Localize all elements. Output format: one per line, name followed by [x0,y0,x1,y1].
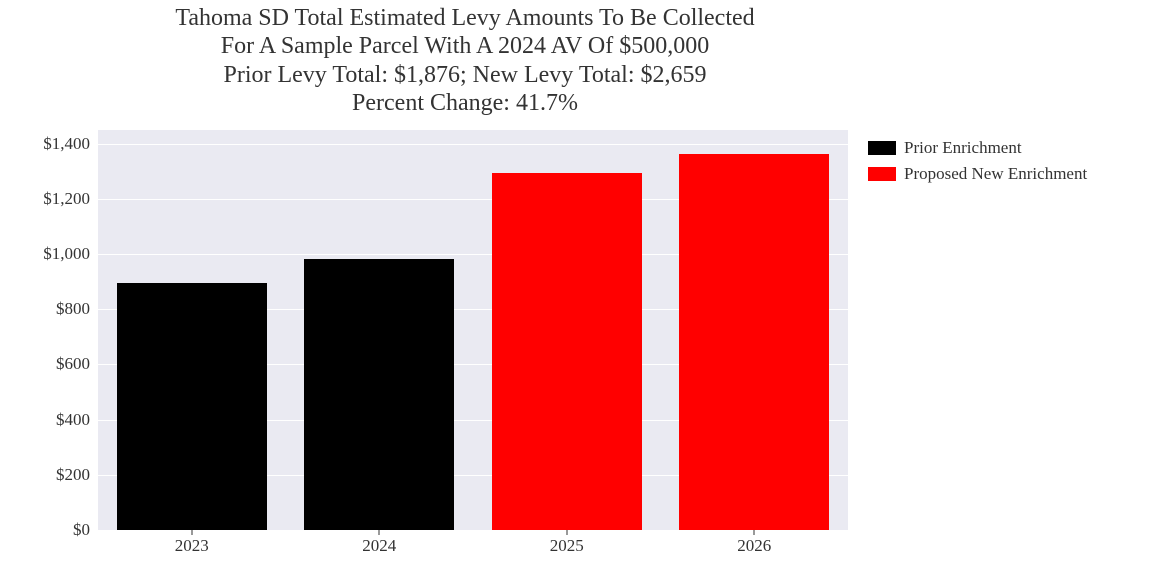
x-tick-mark [379,530,380,535]
y-tick-label: $800 [56,299,90,319]
x-tick-label: 2024 [362,536,396,556]
title-line-3: Prior Levy Total: $1,876; New Levy Total… [60,61,870,89]
x-tick-label: 2023 [175,536,209,556]
legend: Prior Enrichment Proposed New Enrichment [868,138,1087,190]
grid-line [98,144,848,145]
bar [492,173,642,530]
bar [117,283,267,530]
legend-label: Proposed New Enrichment [904,164,1087,184]
y-tick-label: $200 [56,465,90,485]
bar [304,259,454,530]
y-tick-label: $1,200 [43,189,90,209]
title-line-1: Tahoma SD Total Estimated Levy Amounts T… [60,4,870,32]
title-line-2: For A Sample Parcel With A 2024 AV Of $5… [60,32,870,60]
y-tick-label: $0 [73,520,90,540]
x-tick-label: 2025 [550,536,584,556]
bar [679,154,829,530]
legend-label: Prior Enrichment [904,138,1022,158]
legend-item: Prior Enrichment [868,138,1087,158]
legend-swatch [868,141,896,155]
x-tick-label: 2026 [737,536,771,556]
y-tick-label: $1,400 [43,134,90,154]
y-tick-label: $1,000 [43,244,90,264]
legend-swatch [868,167,896,181]
levy-bar-chart: Tahoma SD Total Estimated Levy Amounts T… [20,0,1120,576]
y-tick-label: $600 [56,354,90,374]
y-tick-label: $400 [56,410,90,430]
x-tick-mark [191,530,192,535]
x-tick-mark [754,530,755,535]
chart-title: Tahoma SD Total Estimated Levy Amounts T… [60,0,870,117]
x-tick-mark [566,530,567,535]
plot-area: $0$200$400$600$800$1,000$1,200$1,4002023… [98,130,848,530]
title-line-4: Percent Change: 41.7% [60,89,870,117]
grid-line [98,530,848,531]
legend-item: Proposed New Enrichment [868,164,1087,184]
